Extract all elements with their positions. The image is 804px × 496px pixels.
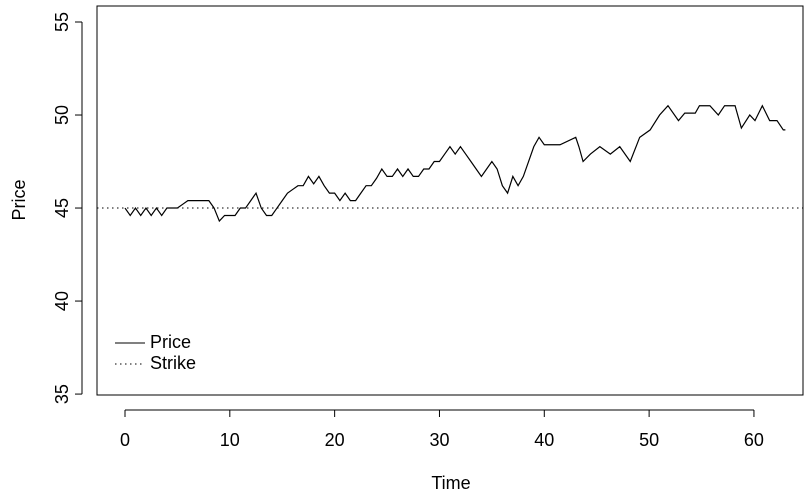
x-tick-label: 60 bbox=[744, 430, 764, 450]
y-tick-label: 45 bbox=[52, 198, 72, 218]
x-tick-label: 30 bbox=[429, 430, 449, 450]
x-axis-label: Time bbox=[431, 473, 470, 493]
x-tick-label: 50 bbox=[639, 430, 659, 450]
y-tick-label: 50 bbox=[52, 105, 72, 125]
y-tick-label: 55 bbox=[52, 12, 72, 32]
legend-label: Strike bbox=[150, 353, 196, 373]
x-tick-label: 20 bbox=[325, 430, 345, 450]
y-tick-label: 35 bbox=[52, 384, 72, 404]
legend-label: Price bbox=[150, 332, 191, 352]
plot-box bbox=[96, 5, 804, 396]
y-axis-label: Price bbox=[9, 179, 29, 220]
price-line bbox=[124, 104, 786, 223]
x-tick-label: 0 bbox=[120, 430, 130, 450]
y-tick-label: 40 bbox=[52, 291, 72, 311]
x-tick-label: 10 bbox=[220, 430, 240, 450]
x-tick-label: 40 bbox=[534, 430, 554, 450]
